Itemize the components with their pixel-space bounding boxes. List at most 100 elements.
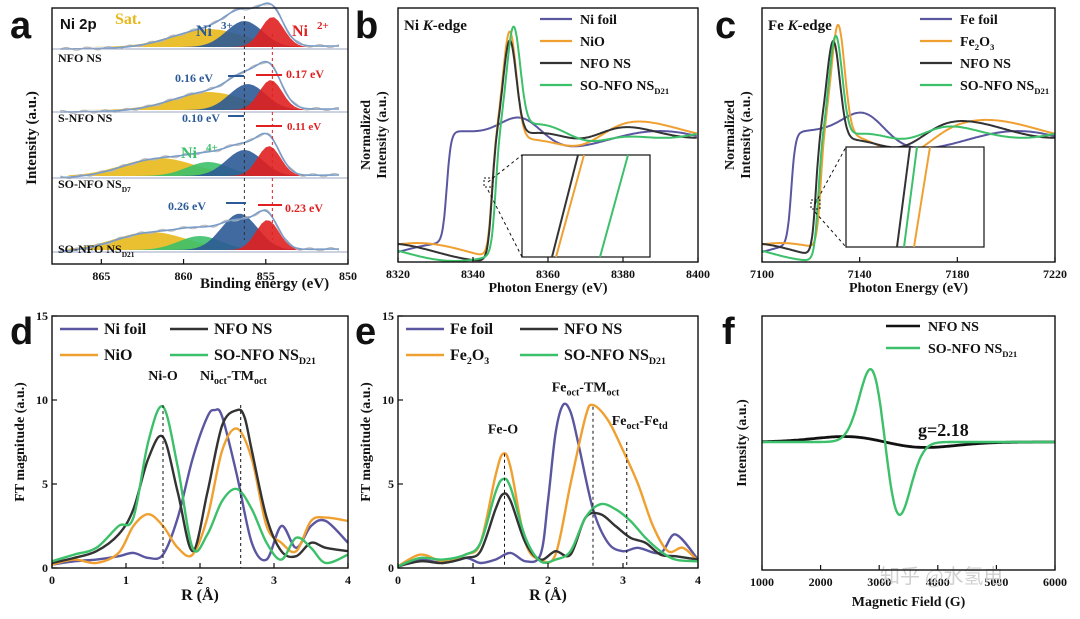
- panel-b-ylabel: Normalized: [359, 100, 374, 170]
- panel-letter-c: c: [715, 5, 736, 47]
- panel-e-series-line: [397, 492, 699, 568]
- panel-d-x-tick-label: 2: [197, 573, 203, 587]
- panel-d-series-line: [51, 405, 349, 565]
- panel-b: 8320 8340 8360 8380 8400 Ni K-edge Ni foil NiO N…: [359, 13, 710, 296]
- panel-a-ylabel: Intensity (a.u.): [24, 91, 40, 185]
- panel-e-y-tick-label: 10: [382, 393, 394, 407]
- panel-a-shift: 0.17 eV: [286, 67, 324, 81]
- panel-e-legend-label: Fe2O3: [450, 347, 489, 367]
- panel-b-series-line: [397, 25, 697, 262]
- panel-e-y-tick-label: 15: [382, 309, 394, 323]
- panel-c-zoom-line: [814, 146, 847, 205]
- panel-d-annot: Ni-O: [148, 369, 178, 384]
- panel-b-x-tick-label: 8380: [611, 267, 635, 281]
- panel-a-peak-sat: [68, 232, 332, 250]
- panel-a-peak-Ni4+: [68, 236, 332, 250]
- panel-b-legend-label: NiO: [580, 35, 605, 50]
- panel-f-ylabel: Intensity (a.u.): [735, 399, 750, 487]
- panel-a-peak-Ni2+: [68, 17, 332, 47]
- panel-a: 865 860 855 850 Ni 2p Sat. Ni 3+ Ni 2+ Ni 4+ NFO NS S…: [24, 2, 357, 292]
- panel-a-ni4-sup: 4+: [206, 142, 218, 154]
- panel-b-xlabel: Photon Energy (eV): [489, 281, 608, 296]
- panel-b-inset: [521, 154, 651, 258]
- panel-e-annot: Feoct-Fetd: [612, 414, 668, 432]
- panel-a-frame: [51, 7, 349, 265]
- panel-a-ni4-label: Ni: [181, 145, 198, 162]
- panel-c-inset-line: [903, 146, 918, 248]
- panel-f-frame: [761, 315, 1056, 571]
- panel-letter-d: d: [10, 311, 33, 353]
- panel-d-legend-label: Ni foil: [104, 321, 147, 338]
- panel-f-x-tick-label: 6000: [1043, 575, 1067, 589]
- panel-letter-e: e: [355, 311, 376, 353]
- panel-f-x-tick-label: 1000: [750, 575, 774, 589]
- panel-c-legend-label: Fe2O3: [960, 35, 995, 52]
- panel-a-ni3-sup: 3+: [221, 20, 233, 32]
- panel-a-title: Ni 2p: [60, 16, 97, 33]
- panel-c-x-tick-label: 7140: [848, 267, 872, 281]
- panel-b-legend-label: SO-NFO NSD21: [580, 79, 669, 96]
- panel-c-series-line: [761, 34, 1056, 262]
- panel-a-peak-Ni2+: [68, 80, 332, 110]
- panel-b-legend-label: NFO NS: [580, 57, 631, 72]
- panel-f-annot: g=2.18: [918, 420, 969, 440]
- panel-c-legend-label: NFO NS: [960, 57, 1011, 72]
- panel-d-series-line: [51, 408, 349, 565]
- panel-f-legend-label: SO-NFO NSD21: [928, 342, 1017, 359]
- panel-c-zoom-line: [814, 211, 847, 248]
- panel-a-sat-label: Sat.: [115, 11, 141, 28]
- panel-a-envelope: [60, 209, 339, 252]
- panel-d-x-tick-label: 0: [49, 573, 55, 587]
- panel-d-y-tick-label: 15: [36, 309, 48, 323]
- panel-b-legend-label: Ni foil: [580, 13, 617, 28]
- panel-e-legend-label: Fe foil: [450, 321, 494, 338]
- panel-b-x-tick-label: 8400: [686, 267, 710, 281]
- panel-d-legend-label: NFO NS: [214, 321, 272, 338]
- panel-b-title: Ni K-edge: [404, 18, 467, 34]
- panel-a-shift: 0.23 eV: [285, 201, 323, 215]
- panel-f: 1000 2000 3000 4000 5000 6000 Magnetic Field (…: [735, 320, 1067, 610]
- panel-f-x-tick-label: 3000: [867, 575, 891, 589]
- panel-a-x-tick-label: 850: [339, 269, 357, 283]
- panel-c-zoom-box: [810, 199, 821, 210]
- panel-b-x-tick-label: 8360: [536, 267, 560, 281]
- panel-a-peak-Ni4+: [68, 162, 332, 176]
- panel-a-series-label: S-NFO NS: [58, 111, 113, 125]
- panel-c-series-line: [761, 111, 1056, 253]
- panel-b-inset-line: [551, 154, 579, 258]
- panel-letter-b: b: [355, 5, 378, 47]
- panel-f-xlabel: Magnetic Field (G): [852, 595, 966, 610]
- panel-d-y-tick-label: 5: [42, 477, 48, 491]
- panel-e-annot: Feoct-TMoct: [552, 381, 620, 399]
- panel-letter-f: f: [722, 311, 735, 353]
- panel-a-envelope: [60, 2, 339, 50]
- panel-c-legend-label: SO-NFO NSD21: [960, 79, 1049, 96]
- panel-f-x-tick-label: 5000: [984, 575, 1008, 589]
- panel-e-y-tick-label: 5: [388, 477, 394, 491]
- panel-b-zoom-line: [487, 154, 523, 183]
- panel-e-series-line: [397, 402, 699, 568]
- panel-a-shift: 0.16 eV: [175, 71, 213, 85]
- panel-e-series-line: [397, 477, 699, 568]
- watermark: 知乎 @水氢电: [880, 565, 1003, 588]
- panel-c-ylabel: Normalized: [723, 100, 738, 170]
- panel-f-x-tick-label: 2000: [809, 575, 833, 589]
- panel-b-ylabel: Intensity (a.u.): [375, 91, 390, 179]
- panel-d-x-tick-label: 4: [345, 573, 351, 587]
- panel-e-annot: Fe-O: [488, 423, 518, 438]
- panel-e-x-tick-label: 3: [620, 573, 626, 587]
- panel-c-inset-line: [896, 146, 911, 248]
- panel-a-ni2-label: Ni: [292, 23, 309, 40]
- panel-b-series-line: [397, 116, 697, 253]
- panel-d-xlabel: R (Å): [181, 586, 219, 604]
- panel-b-series-line: [397, 30, 698, 256]
- panel-e: 0 1 2 3 4 0 5 10 15 R (Å) FT magnitude (a.u.) Fe fo…: [359, 309, 701, 604]
- panel-a-x-tick-label: 860: [175, 269, 193, 283]
- panel-d-frame: [51, 315, 349, 569]
- panel-c-x-tick-label: 7180: [945, 267, 969, 281]
- panel-b-zoom-box: [483, 177, 494, 188]
- panel-d-series-line: [51, 408, 349, 566]
- panel-d-x-tick-label: 3: [271, 573, 277, 587]
- panel-c-inset-line: [913, 146, 931, 248]
